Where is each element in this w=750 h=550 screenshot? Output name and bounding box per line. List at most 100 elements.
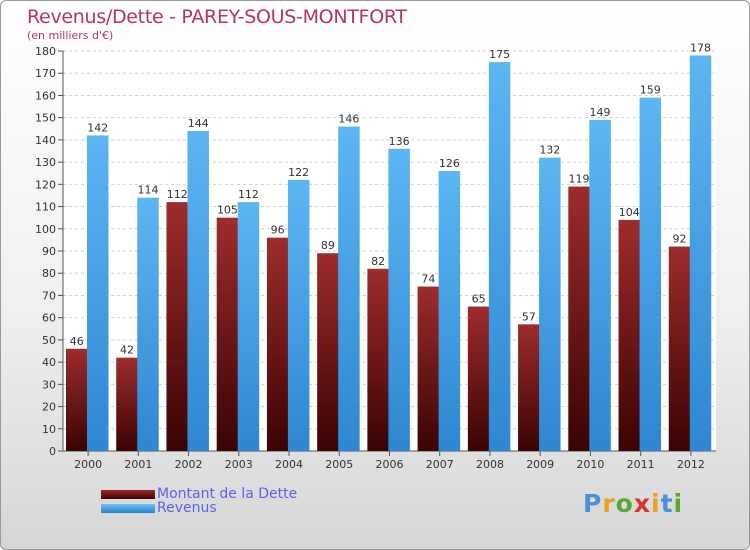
logo-letter: r bbox=[602, 489, 616, 518]
legend-item-dette: Montant de la Dette bbox=[101, 486, 298, 502]
y-tick-label: 130 bbox=[35, 156, 56, 169]
x-tick-label: 2006 bbox=[376, 458, 404, 471]
bar-dette bbox=[518, 324, 540, 451]
data-label-dette: 92 bbox=[673, 233, 687, 246]
bar-dette bbox=[467, 306, 490, 451]
legend-swatch-revenus bbox=[101, 503, 155, 513]
y-tick-label: 0 bbox=[49, 445, 56, 458]
data-label-revenus: 114 bbox=[137, 184, 158, 197]
bar-revenus bbox=[639, 97, 662, 452]
data-label-dette: 46 bbox=[70, 335, 84, 348]
y-tick-label: 100 bbox=[35, 223, 56, 236]
data-label-revenus: 112 bbox=[238, 188, 259, 201]
y-tick-label: 50 bbox=[42, 334, 56, 347]
x-tick-label: 2001 bbox=[124, 458, 152, 471]
bar-dette bbox=[417, 286, 440, 451]
data-label-revenus: 159 bbox=[640, 84, 661, 97]
bar-revenus bbox=[689, 55, 712, 451]
logo-letter: i bbox=[651, 489, 661, 518]
bar-revenus bbox=[388, 148, 410, 451]
logo-letter: P bbox=[583, 489, 603, 518]
y-tick-label: 30 bbox=[42, 378, 56, 391]
bar-dette bbox=[317, 253, 339, 451]
data-label-revenus: 136 bbox=[389, 135, 410, 148]
x-tick-label: 2012 bbox=[677, 458, 705, 471]
x-tick-label: 2003 bbox=[225, 458, 253, 471]
legend: Montant de la Dette Revenus bbox=[101, 486, 298, 516]
data-label-revenus: 149 bbox=[590, 106, 611, 119]
x-tick-label: 2000 bbox=[74, 458, 102, 471]
proxiti-logo: Proxiti bbox=[583, 489, 683, 518]
y-tick-label: 150 bbox=[35, 112, 56, 125]
chart-subtitle: (en milliers d'€) bbox=[27, 29, 114, 42]
bar-revenus bbox=[338, 126, 360, 452]
chart-title: Revenus/Dette - PAREY-SOUS-MONTFORT bbox=[27, 6, 407, 28]
logo-letter: o bbox=[615, 489, 634, 518]
y-tick-label: 10 bbox=[42, 423, 56, 436]
data-label-dette: 74 bbox=[421, 273, 435, 286]
y-tick-label: 110 bbox=[35, 201, 56, 214]
bar-revenus bbox=[488, 62, 511, 451]
y-tick-label: 170 bbox=[35, 67, 56, 80]
legend-item-revenus: Revenus bbox=[101, 500, 297, 516]
x-tick-label: 2011 bbox=[627, 458, 655, 471]
bar-dette bbox=[166, 202, 188, 451]
bar-dette bbox=[618, 219, 641, 451]
bar-revenus bbox=[87, 135, 109, 451]
bar-dette bbox=[367, 268, 389, 451]
bar-revenus bbox=[438, 171, 461, 451]
logo-letter: t bbox=[660, 489, 674, 518]
y-tick-label: 180 bbox=[35, 45, 56, 58]
x-tick-label: 2008 bbox=[476, 458, 504, 471]
x-tick-label: 2010 bbox=[576, 458, 604, 471]
bar-dette bbox=[568, 186, 590, 452]
data-label-dette: 65 bbox=[472, 293, 486, 306]
bar-dette bbox=[116, 357, 138, 451]
data-label-dette: 105 bbox=[217, 204, 238, 217]
y-tick-label: 120 bbox=[35, 178, 56, 191]
bar-revenus bbox=[137, 197, 159, 451]
bar-revenus bbox=[237, 202, 260, 451]
bar-revenus bbox=[287, 179, 310, 451]
y-tick-label: 140 bbox=[35, 134, 56, 147]
legend-label-dette: Montant de la Dette bbox=[157, 486, 298, 502]
data-label-dette: 42 bbox=[120, 344, 134, 357]
bar-dette bbox=[266, 237, 289, 451]
bar-dette bbox=[668, 246, 691, 451]
x-tick-label: 2004 bbox=[275, 458, 303, 471]
data-label-revenus: 122 bbox=[288, 166, 309, 179]
x-tick-label: 2009 bbox=[526, 458, 554, 471]
data-label-revenus: 175 bbox=[489, 48, 510, 61]
data-label-revenus: 144 bbox=[188, 117, 209, 130]
y-tick-label: 70 bbox=[42, 289, 56, 302]
data-label-dette: 112 bbox=[167, 188, 188, 201]
x-tick-label: 2002 bbox=[175, 458, 203, 471]
data-label-revenus: 146 bbox=[338, 113, 359, 126]
bar-revenus bbox=[539, 157, 561, 451]
data-label-revenus: 142 bbox=[87, 121, 108, 134]
legend-swatch-dette bbox=[101, 489, 155, 499]
data-label-revenus: 178 bbox=[690, 41, 711, 54]
data-label-dette: 104 bbox=[619, 206, 640, 219]
bar-revenus bbox=[187, 131, 209, 451]
data-label-dette: 119 bbox=[569, 173, 590, 186]
y-tick-label: 20 bbox=[42, 401, 56, 414]
bar-dette bbox=[216, 217, 239, 451]
y-tick-label: 90 bbox=[42, 245, 56, 258]
data-label-revenus: 126 bbox=[439, 157, 460, 170]
x-tick-label: 2007 bbox=[426, 458, 454, 471]
data-label-dette: 89 bbox=[321, 239, 335, 252]
x-tick-label: 2005 bbox=[325, 458, 353, 471]
logo-letter: x bbox=[633, 489, 651, 518]
data-label-revenus: 132 bbox=[539, 144, 560, 157]
y-tick-label: 40 bbox=[42, 356, 56, 369]
data-label-dette: 96 bbox=[271, 224, 285, 237]
data-label-dette: 82 bbox=[371, 255, 385, 268]
y-tick-label: 80 bbox=[42, 267, 56, 280]
logo-letter: i bbox=[673, 489, 684, 518]
data-label-dette: 57 bbox=[522, 310, 536, 323]
bar-dette bbox=[66, 348, 88, 451]
bar-revenus bbox=[589, 119, 611, 451]
